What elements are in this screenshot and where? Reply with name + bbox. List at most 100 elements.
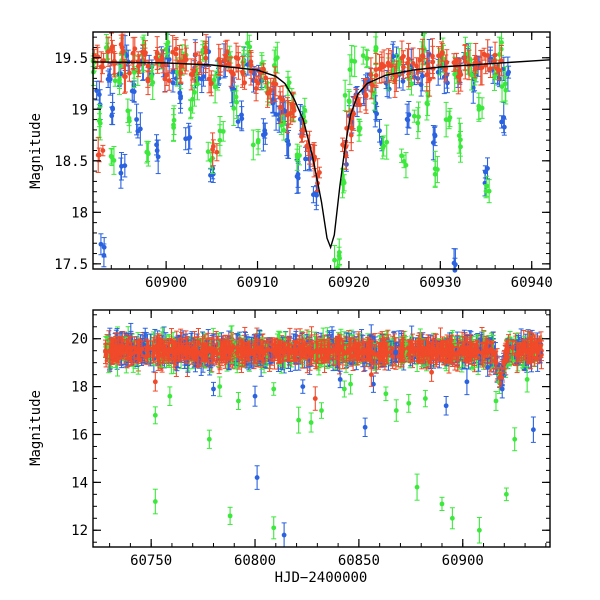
- data-point: [220, 121, 226, 142]
- data-point: [447, 107, 453, 128]
- data-point: [416, 101, 422, 133]
- data-point: [183, 127, 189, 151]
- data-point: [242, 75, 248, 90]
- outlier-point: [464, 368, 470, 396]
- data-point: [259, 342, 265, 361]
- data-point: [135, 123, 141, 139]
- y-tick-label: 17.5: [54, 257, 88, 273]
- data-point: [501, 118, 507, 136]
- data-point: [164, 63, 170, 86]
- outlier-point: [439, 496, 445, 512]
- data-point: [410, 47, 416, 80]
- data-point: [110, 92, 116, 126]
- data-point: [381, 344, 387, 366]
- outlier-point: [152, 372, 158, 392]
- data-point: [173, 341, 179, 361]
- data-point: [210, 132, 216, 167]
- data-point: [425, 344, 431, 356]
- outlier-point: [300, 379, 306, 394]
- outlier-point: [271, 516, 277, 540]
- data-point: [170, 108, 176, 142]
- data-point: [455, 346, 461, 362]
- bottom-x-axis-label: HJD−2400000: [275, 570, 368, 586]
- data-point: [265, 78, 271, 108]
- data-point: [239, 100, 245, 130]
- outlier-point: [449, 507, 455, 530]
- outlier-point: [217, 376, 223, 397]
- data-point: [331, 343, 337, 357]
- data-point: [250, 342, 256, 365]
- data-point: [471, 343, 477, 356]
- outlier-point: [235, 391, 241, 410]
- data-point: [131, 336, 137, 359]
- data-point: [399, 40, 405, 76]
- data-point: [438, 344, 444, 361]
- data-point: [115, 344, 121, 358]
- data-point: [384, 124, 390, 160]
- data-point: [351, 97, 357, 131]
- data-point: [156, 338, 162, 362]
- data-point: [100, 144, 106, 157]
- data-point: [392, 63, 398, 98]
- data-point: [236, 344, 242, 357]
- data-point: [132, 36, 138, 61]
- outlier-point: [512, 427, 518, 452]
- bottom-light-curve-panel: 60750 60800 60850 60900 12 14 16 18 20: [71, 309, 551, 569]
- data-point: [250, 129, 256, 161]
- bottom-y-axis-label: Magnitude: [28, 390, 44, 466]
- data-point: [272, 66, 278, 102]
- data-point: [340, 137, 346, 153]
- data-point: [489, 343, 495, 361]
- data-point: [420, 48, 426, 65]
- data-point: [218, 338, 224, 360]
- data-point: [430, 125, 436, 161]
- x-tick-label: 60800: [234, 553, 276, 569]
- data-point: [529, 337, 535, 363]
- data-point: [424, 58, 430, 92]
- data-point: [459, 346, 465, 358]
- data-point: [487, 59, 493, 79]
- data-point: [182, 39, 188, 75]
- data-point: [262, 122, 268, 139]
- data-point: [105, 70, 111, 89]
- outlier-point: [362, 417, 368, 437]
- data-point: [111, 51, 117, 75]
- outlier-point: [152, 406, 158, 425]
- data-point: [144, 340, 150, 355]
- outlier-point: [499, 379, 505, 399]
- data-point: [446, 110, 452, 130]
- data-point: [399, 148, 405, 163]
- outlier-point: [152, 488, 158, 515]
- outlier-point: [485, 358, 491, 377]
- y-tick-label: 18: [71, 380, 88, 396]
- data-point: [341, 174, 347, 192]
- data-point: [502, 66, 508, 102]
- data-point: [221, 341, 227, 357]
- data-point: [377, 118, 383, 143]
- data-point: [95, 137, 101, 173]
- outlier-point: [368, 362, 374, 387]
- data-point: [447, 337, 453, 362]
- data-point: [160, 341, 166, 359]
- data-point: [125, 338, 131, 358]
- data-point: [474, 345, 480, 357]
- data-point: [305, 345, 311, 358]
- data-point: [479, 97, 485, 119]
- outlier-point: [296, 406, 302, 434]
- data-point: [534, 337, 540, 361]
- outlier-point: [271, 382, 277, 396]
- data-point: [332, 245, 338, 269]
- x-tick-label: 60910: [236, 275, 278, 291]
- data-point: [396, 57, 402, 72]
- data-point: [255, 76, 261, 91]
- outlier-point: [341, 380, 347, 398]
- bottom-data-points: [102, 322, 544, 547]
- data-point: [126, 109, 132, 133]
- data-point: [170, 73, 176, 93]
- data-point: [347, 343, 353, 359]
- data-point: [485, 157, 491, 180]
- data-point: [456, 117, 462, 154]
- outlier-point: [414, 473, 420, 501]
- data-point: [388, 346, 394, 357]
